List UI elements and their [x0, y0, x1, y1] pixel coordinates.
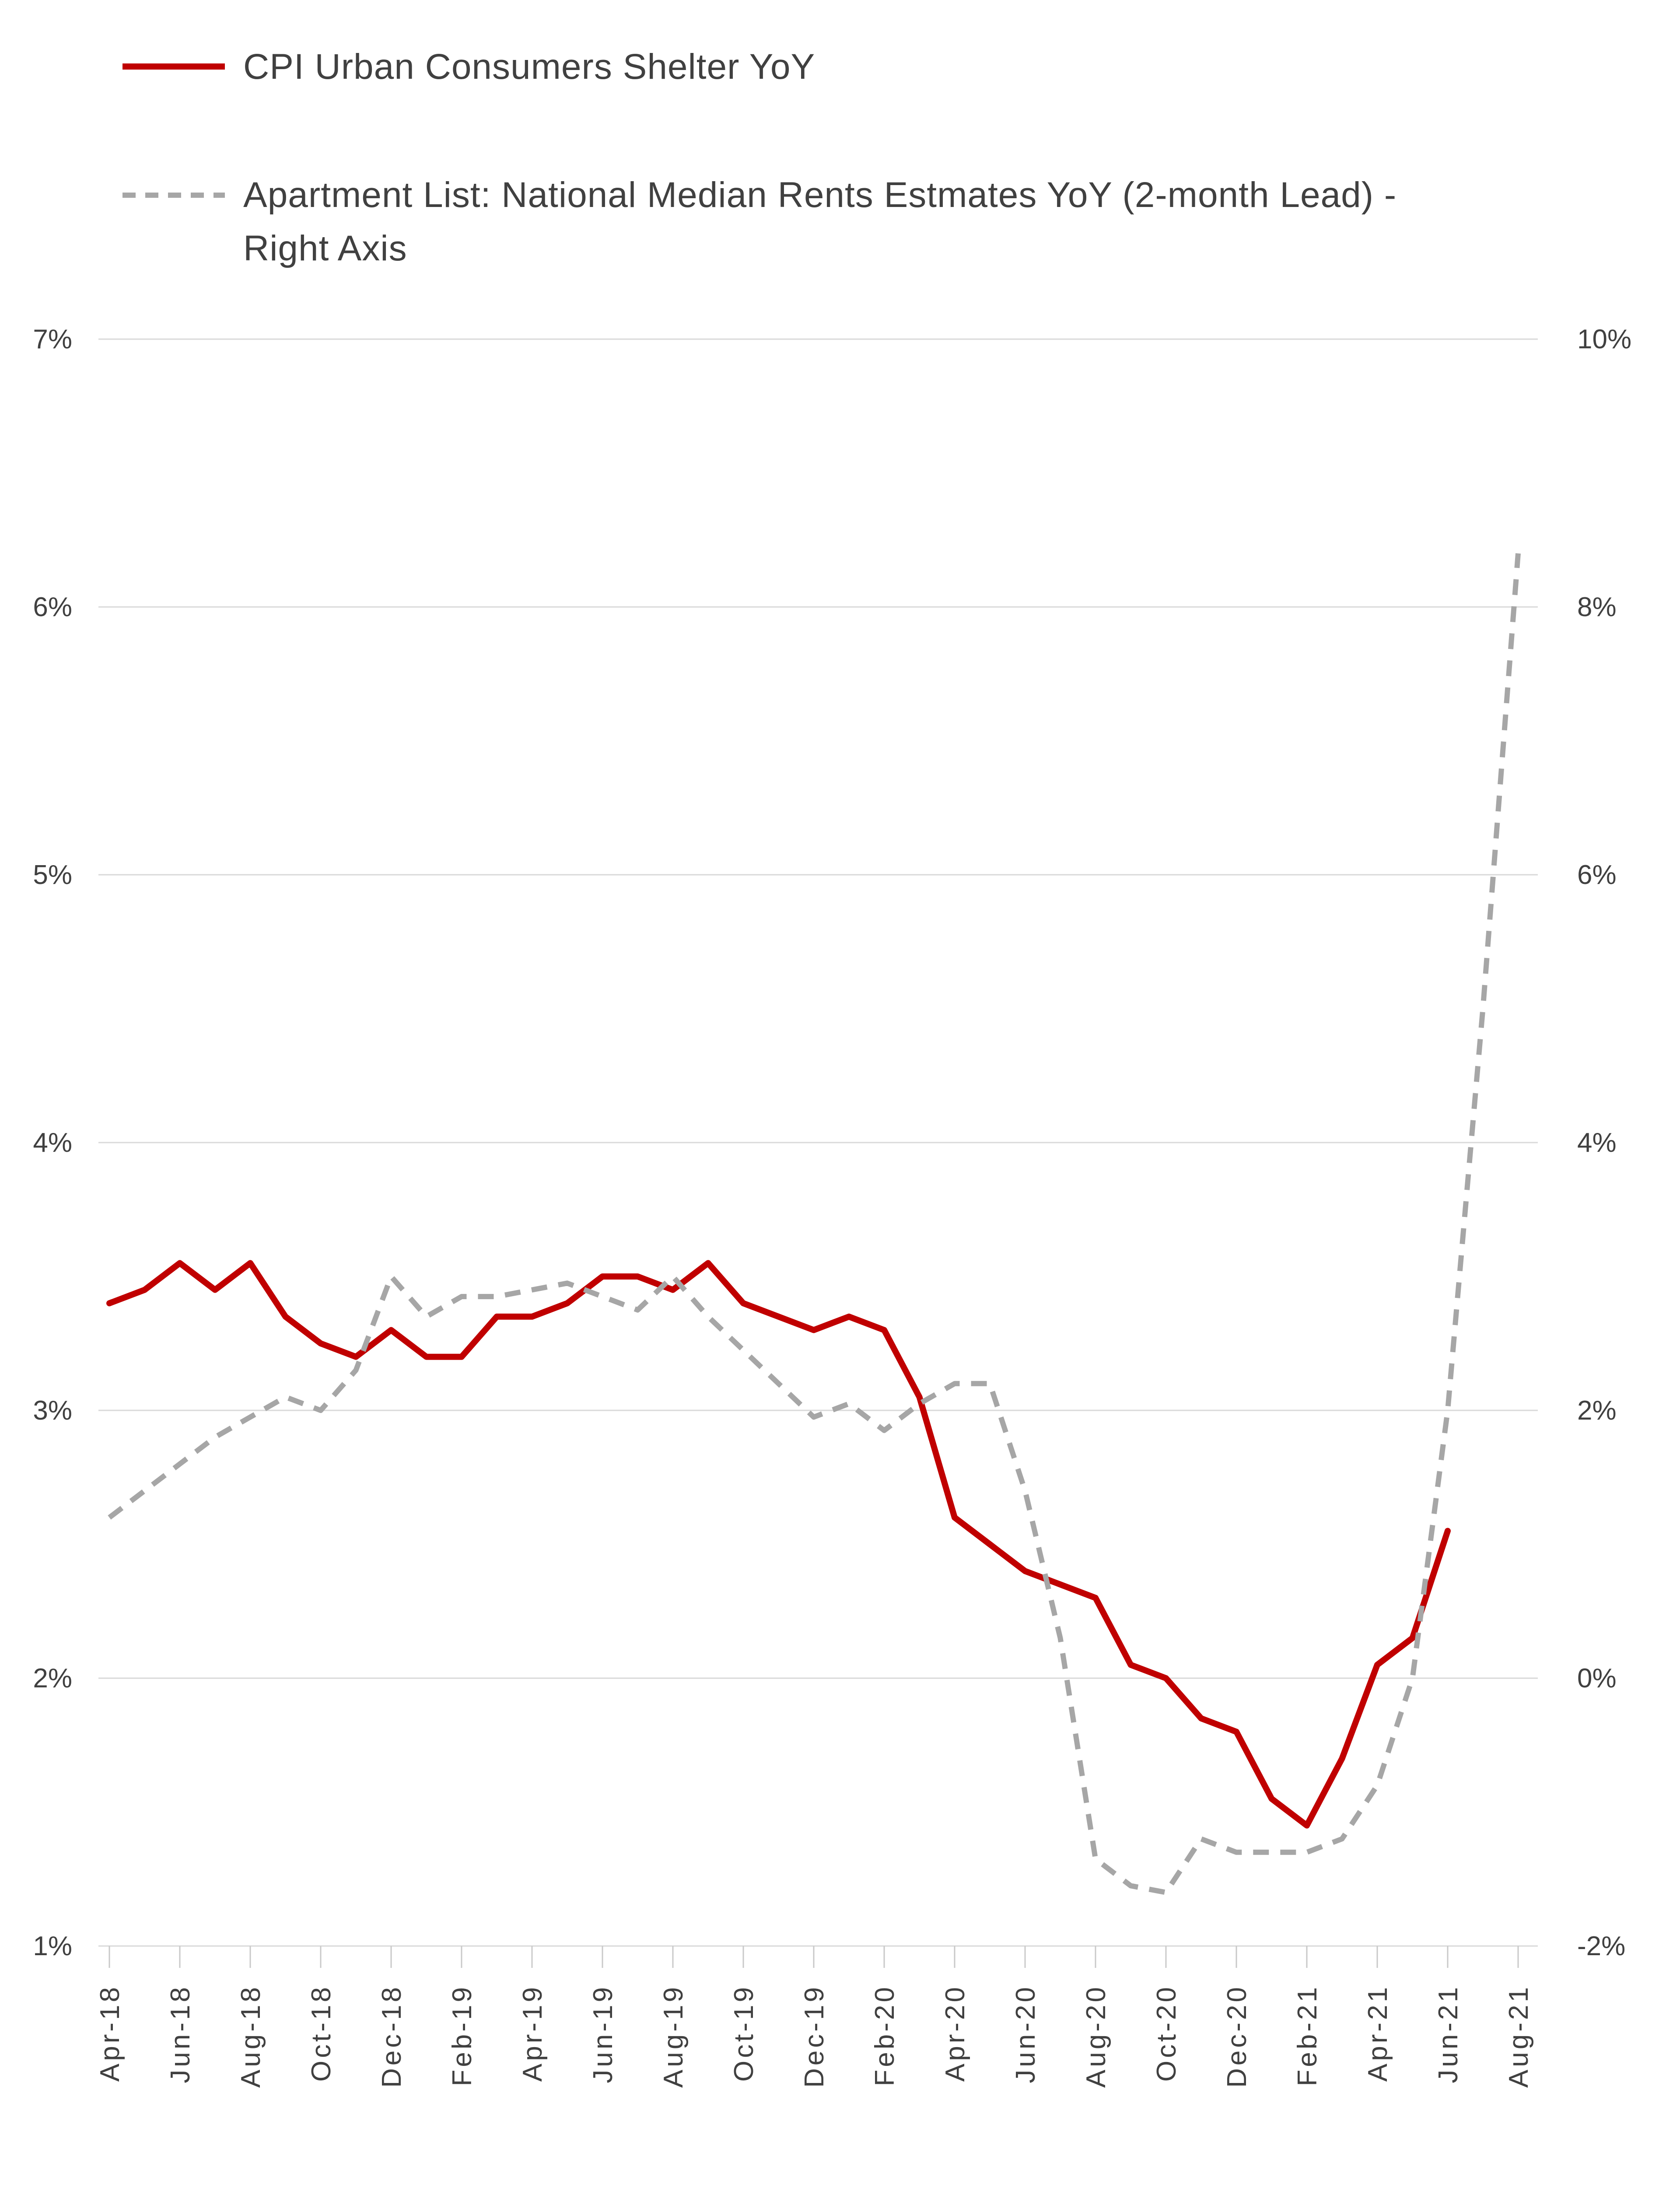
svg-text:Aug-18: Aug-18 — [236, 1985, 266, 2088]
legend-label-apartment-list-line1: Apartment List: National Median Rents Es… — [243, 175, 1397, 215]
svg-text:Jun-18: Jun-18 — [165, 1985, 196, 2083]
svg-text:Apr-19: Apr-19 — [518, 1985, 548, 2082]
x-axis-labels: Apr-18 Jun-18 Aug-18 Oct-18 Dec-18 Feb-19 Apr-… — [95, 1985, 1534, 2088]
svg-text:2%: 2% — [1577, 1396, 1617, 1426]
svg-text:Feb-19: Feb-19 — [447, 1985, 477, 2086]
svg-text:Dec-18: Dec-18 — [377, 1985, 407, 2088]
legend-label-cpi: CPI Urban Consumers Shelter YoY — [243, 47, 816, 87]
svg-text:Aug-20: Aug-20 — [1081, 1985, 1111, 2088]
svg-text:Jun-19: Jun-19 — [588, 1985, 618, 2083]
legend-label-apartment-list-line2: Right Axis — [243, 228, 407, 268]
series-apartment-list-line — [108, 553, 1521, 1895]
legend-label-apartment-list: Apartment List: National Median Rents Es… — [243, 168, 1396, 275]
svg-text:4%: 4% — [1577, 1128, 1617, 1158]
svg-text:7%: 7% — [33, 324, 72, 354]
svg-text:Jun-20: Jun-20 — [1011, 1985, 1041, 2083]
svg-text:Apr-18: Apr-18 — [95, 1985, 125, 2082]
legend-swatch-dashed-line — [122, 193, 225, 198]
legend-swatch-solid-line — [122, 63, 225, 70]
svg-text:6%: 6% — [33, 592, 72, 622]
svg-text:Aug-19: Aug-19 — [658, 1985, 689, 2088]
svg-text:Jun-21: Jun-21 — [1433, 1985, 1463, 2083]
svg-text:0%: 0% — [1577, 1663, 1617, 1694]
svg-text:Apr-20: Apr-20 — [940, 1985, 970, 2082]
svg-text:8%: 8% — [1577, 592, 1617, 622]
gridlines — [98, 338, 1538, 1947]
svg-text:10%: 10% — [1577, 324, 1631, 354]
svg-text:Oct-20: Oct-20 — [1152, 1985, 1182, 2082]
svg-text:4%: 4% — [33, 1128, 72, 1158]
svg-text:2%: 2% — [33, 1663, 72, 1694]
svg-text:Oct-18: Oct-18 — [306, 1985, 336, 2082]
svg-text:3%: 3% — [33, 1396, 72, 1426]
svg-text:Feb-21: Feb-21 — [1292, 1985, 1323, 2086]
svg-text:Oct-19: Oct-19 — [729, 1985, 759, 2082]
left-axis-labels: 7% 6% 5% 4% 3% 2% 1% — [33, 324, 72, 1961]
svg-text:-2%: -2% — [1577, 1931, 1625, 1961]
svg-text:1%: 1% — [33, 1931, 72, 1961]
svg-text:Dec-19: Dec-19 — [799, 1985, 830, 2088]
series-cpi-shelter-line — [106, 1260, 1451, 1829]
svg-text:Dec-20: Dec-20 — [1222, 1985, 1252, 2088]
right-axis-labels: 10% 8% 6% 4% 2% 0% -2% — [1577, 324, 1631, 1961]
svg-text:Aug-21: Aug-21 — [1504, 1985, 1534, 2088]
svg-text:5%: 5% — [33, 860, 72, 890]
svg-text:6%: 6% — [1577, 860, 1617, 890]
x-axis-ticks — [108, 1946, 1519, 1968]
svg-text:Feb-20: Feb-20 — [870, 1985, 900, 2086]
svg-text:Apr-21: Apr-21 — [1363, 1985, 1393, 2082]
